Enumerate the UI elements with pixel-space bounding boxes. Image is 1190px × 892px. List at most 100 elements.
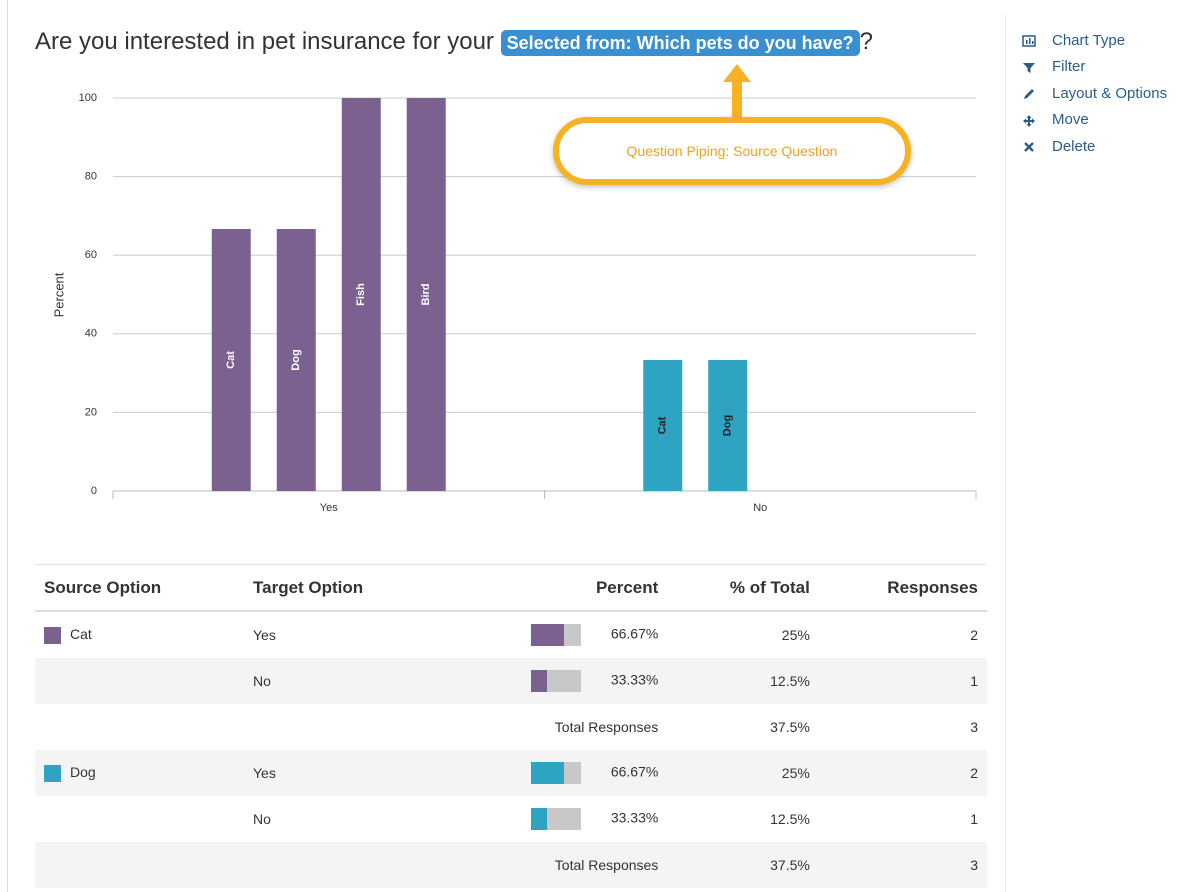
percent: 66.67%: [610, 763, 659, 780]
menu-icon: [1022, 34, 1036, 47]
column-header: Percent: [442, 564, 668, 612]
column-header: Source Option: [35, 564, 244, 612]
empty: [35, 842, 244, 888]
percent: 33.33%: [610, 671, 659, 688]
chart: 0 20 40 60 80 100 Percent Yes Cat Dog Fish Bird No Ca…: [51, 92, 977, 514]
menu: Chart Type Filter Layout & Options Move Dele…: [1022, 27, 1167, 160]
of-total: 12.5%: [770, 811, 810, 827]
source-option: Cat: [70, 626, 92, 643]
y-tick-label: 100: [79, 92, 97, 104]
icon: [1024, 142, 1034, 153]
percent-cell: 33.33%: [442, 796, 667, 842]
of-total: 25%: [781, 627, 810, 643]
column-header: Responses: [818, 564, 987, 612]
table-row: Total Responses 37.5% 3: [35, 842, 987, 888]
source-cell: [35, 658, 244, 704]
callout-arrow: [723, 64, 751, 118]
bar-label: Dog: [290, 349, 302, 370]
column-header: Target Option: [244, 564, 443, 612]
bar-label: Bird: [420, 284, 432, 306]
mini-bar: [530, 624, 565, 646]
source-option: Dog: [70, 764, 96, 781]
bar-label: Cat: [225, 351, 237, 369]
total-responses: 3: [970, 719, 978, 735]
menu-label: Layout & Options: [1052, 84, 1168, 102]
bar: [211, 228, 251, 492]
target-option: Yes: [244, 750, 443, 796]
table-row: Cat Yes 66.67% 25% 2: [35, 611, 987, 658]
table-row: Dog Yes 66.67% 25% 2: [35, 750, 987, 796]
icon: [1022, 35, 1036, 47]
of-total: 12.5%: [667, 658, 819, 704]
table: Source Option Target Option Percent% of To…: [35, 564, 987, 888]
bar: [341, 98, 381, 491]
mini-bar-track: [530, 808, 581, 830]
bar: [643, 360, 683, 491]
mini-bar: [530, 762, 565, 784]
menu-label: Filter: [1052, 58, 1086, 76]
target-option: No: [253, 811, 271, 827]
total-responses: 3: [818, 842, 987, 888]
y-axis-label: Percent: [51, 272, 66, 317]
empty: [244, 704, 442, 750]
menu-item[interactable]: Chart Type: [1022, 27, 1167, 54]
swatch: [44, 764, 61, 782]
bar: [406, 98, 446, 491]
percent: 33.33%: [610, 809, 659, 826]
column-header: % of Total: [667, 564, 819, 612]
x-tick-label: Yes: [320, 502, 338, 514]
target-option: Yes: [253, 627, 276, 643]
menu-icon: [1022, 61, 1036, 73]
piped-pill[interactable]: Selected from: Which pets do you have?: [500, 30, 860, 56]
mini-bar-track: [530, 624, 581, 646]
table-row: No 33.33% 12.5% 1: [35, 796, 987, 842]
bar: [708, 360, 748, 491]
menu-item[interactable]: Filter: [1022, 54, 1167, 81]
sidebar-divider: [1005, 15, 1006, 892]
menu-item[interactable]: Delete: [1022, 133, 1167, 160]
responses: 1: [970, 811, 978, 827]
bar-label: Fish: [355, 283, 367, 306]
mini-bar-track: [530, 762, 581, 784]
icon: [1023, 62, 1035, 73]
source-cell: Dog: [35, 750, 244, 796]
table-row: No 33.33% 12.5% 1: [35, 658, 987, 704]
percent: 66.67%: [610, 625, 659, 642]
menu-label: Chart Type: [1052, 31, 1126, 49]
percent-cell: 66.67%: [442, 750, 668, 796]
menu-icon: [1022, 140, 1036, 153]
total-of-total: 37.5%: [770, 719, 810, 735]
source-cell: Cat: [35, 611, 244, 658]
percent-cell: 66.67%: [442, 611, 667, 658]
total-label: Total Responses: [442, 842, 668, 888]
y-tick-label: 80: [85, 171, 97, 183]
icon: [1024, 89, 1034, 100]
of-total: 25%: [667, 750, 819, 796]
percent-cell: 33.33%: [442, 658, 668, 704]
menu-item[interactable]: Move: [1022, 107, 1167, 134]
title-text: Are you interested in pet insurance for …: [35, 28, 494, 55]
menu-icon: [1022, 87, 1036, 100]
left-border: [7, 0, 8, 892]
empty: [35, 704, 244, 750]
total-of-total: 37.5%: [667, 842, 819, 888]
responses: 2: [818, 750, 987, 796]
bar-label: Dog: [722, 415, 734, 436]
menu-item[interactable]: Layout & Options: [1022, 80, 1167, 107]
y-tick-label: 0: [91, 485, 97, 497]
empty: [244, 842, 443, 888]
mini-bar: [530, 808, 548, 830]
menu-label: Move: [1052, 111, 1089, 129]
menu-label: Delete: [1052, 137, 1096, 155]
table-row: Total Responses 37.5% 3: [35, 704, 987, 750]
y-tick-label: 60: [85, 249, 97, 261]
bar-label: Cat: [657, 416, 669, 434]
source-cell: [35, 796, 244, 842]
mini-bar: [530, 670, 548, 692]
target-option: No: [244, 658, 443, 704]
mini-bar-track: [530, 670, 581, 692]
callout: Question Piping: Source Question: [553, 117, 911, 185]
menu-icon: [1022, 114, 1036, 127]
total-label: Total Responses: [554, 719, 659, 735]
